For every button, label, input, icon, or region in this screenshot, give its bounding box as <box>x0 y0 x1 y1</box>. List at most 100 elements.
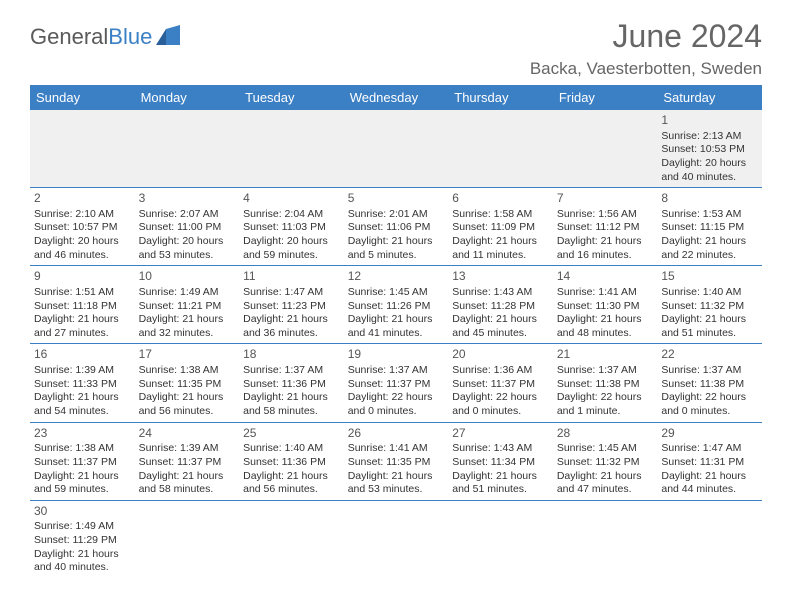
day-number: 26 <box>348 426 445 442</box>
day-number: 22 <box>661 347 758 363</box>
day-header: Friday <box>553 85 658 110</box>
day-cell: 5Sunrise: 2:01 AMSunset: 11:06 PMDayligh… <box>344 188 449 266</box>
location: Backa, Vaesterbotten, Sweden <box>530 59 762 79</box>
day-cell: 9Sunrise: 1:51 AMSunset: 11:18 PMDayligh… <box>30 266 135 344</box>
sunrise-text: Sunrise: 1:45 AM <box>557 442 654 456</box>
daylight-text: Daylight: 21 hours <box>34 470 131 484</box>
header: GeneralBlue June 2024 Backa, Vaesterbott… <box>30 18 762 79</box>
logo: GeneralBlue <box>30 24 184 50</box>
sunrise-text: Sunrise: 2:04 AM <box>243 208 340 222</box>
day-number: 6 <box>452 191 549 207</box>
sunrise-text: Sunrise: 1:41 AM <box>557 286 654 300</box>
day-number: 17 <box>139 347 236 363</box>
sunrise-text: Sunrise: 1:39 AM <box>139 442 236 456</box>
daylight-text: Daylight: 21 hours <box>452 470 549 484</box>
daylight-text: Daylight: 21 hours <box>139 391 236 405</box>
sunrise-text: Sunrise: 1:56 AM <box>557 208 654 222</box>
daylight-text: Daylight: 21 hours <box>34 391 131 405</box>
month-title: June 2024 <box>530 18 762 55</box>
daylight-text: and 36 minutes. <box>243 327 340 341</box>
day-cell: 11Sunrise: 1:47 AMSunset: 11:23 PMDaylig… <box>239 266 344 344</box>
day-cell <box>239 110 344 188</box>
day-number: 27 <box>452 426 549 442</box>
day-number: 9 <box>34 269 131 285</box>
daylight-text: Daylight: 21 hours <box>34 313 131 327</box>
day-number: 20 <box>452 347 549 363</box>
daylight-text: and 16 minutes. <box>557 249 654 263</box>
sunset-text: Sunset: 11:00 PM <box>139 221 236 235</box>
daylight-text: and 1 minute. <box>557 405 654 419</box>
sunset-text: Sunset: 11:36 PM <box>243 378 340 392</box>
day-cell: 8Sunrise: 1:53 AMSunset: 11:15 PMDayligh… <box>657 188 762 266</box>
calendar-table: Sunday Monday Tuesday Wednesday Thursday… <box>30 85 762 578</box>
day-number: 16 <box>34 347 131 363</box>
daylight-text: and 51 minutes. <box>661 327 758 341</box>
day-cell: 23Sunrise: 1:38 AMSunset: 11:37 PMDaylig… <box>30 422 135 500</box>
day-cell: 19Sunrise: 1:37 AMSunset: 11:37 PMDaylig… <box>344 344 449 422</box>
day-cell <box>344 500 449 578</box>
calendar-body: 1Sunrise: 2:13 AMSunset: 10:53 PMDayligh… <box>30 110 762 578</box>
logo-mark-icon <box>156 25 184 50</box>
daylight-text: and 48 minutes. <box>557 327 654 341</box>
daylight-text: and 5 minutes. <box>348 249 445 263</box>
day-cell: 1Sunrise: 2:13 AMSunset: 10:53 PMDayligh… <box>657 110 762 188</box>
sunset-text: Sunset: 11:33 PM <box>34 378 131 392</box>
sunrise-text: Sunrise: 1:39 AM <box>34 364 131 378</box>
day-header: Thursday <box>448 85 553 110</box>
sunset-text: Sunset: 11:31 PM <box>661 456 758 470</box>
sunrise-text: Sunrise: 1:40 AM <box>661 286 758 300</box>
sunset-text: Sunset: 10:57 PM <box>34 221 131 235</box>
daylight-text: and 58 minutes. <box>243 405 340 419</box>
daylight-text: and 54 minutes. <box>34 405 131 419</box>
day-number: 30 <box>34 504 131 520</box>
sunrise-text: Sunrise: 2:13 AM <box>661 130 758 144</box>
daylight-text: Daylight: 21 hours <box>34 548 131 562</box>
day-cell: 20Sunrise: 1:36 AMSunset: 11:37 PMDaylig… <box>448 344 553 422</box>
daylight-text: Daylight: 21 hours <box>452 235 549 249</box>
sunset-text: Sunset: 11:32 PM <box>661 300 758 314</box>
sunset-text: Sunset: 11:18 PM <box>34 300 131 314</box>
sunrise-text: Sunrise: 1:45 AM <box>348 286 445 300</box>
week-row: 2Sunrise: 2:10 AMSunset: 10:57 PMDayligh… <box>30 188 762 266</box>
daylight-text: and 46 minutes. <box>34 249 131 263</box>
sunset-text: Sunset: 11:34 PM <box>452 456 549 470</box>
day-cell <box>239 500 344 578</box>
daylight-text: and 58 minutes. <box>139 483 236 497</box>
sunset-text: Sunset: 11:37 PM <box>452 378 549 392</box>
sunset-text: Sunset: 11:37 PM <box>34 456 131 470</box>
daylight-text: Daylight: 20 hours <box>661 157 758 171</box>
day-number: 25 <box>243 426 340 442</box>
day-cell <box>553 500 658 578</box>
daylight-text: Daylight: 20 hours <box>34 235 131 249</box>
day-cell: 22Sunrise: 1:37 AMSunset: 11:38 PMDaylig… <box>657 344 762 422</box>
day-cell: 10Sunrise: 1:49 AMSunset: 11:21 PMDaylig… <box>135 266 240 344</box>
daylight-text: Daylight: 21 hours <box>139 470 236 484</box>
sunrise-text: Sunrise: 1:47 AM <box>661 442 758 456</box>
daylight-text: Daylight: 22 hours <box>348 391 445 405</box>
daylight-text: Daylight: 21 hours <box>243 391 340 405</box>
daylight-text: and 11 minutes. <box>452 249 549 263</box>
day-cell: 7Sunrise: 1:56 AMSunset: 11:12 PMDayligh… <box>553 188 658 266</box>
daylight-text: Daylight: 20 hours <box>243 235 340 249</box>
day-header: Tuesday <box>239 85 344 110</box>
sunrise-text: Sunrise: 1:37 AM <box>557 364 654 378</box>
daylight-text: and 45 minutes. <box>452 327 549 341</box>
day-cell: 18Sunrise: 1:37 AMSunset: 11:36 PMDaylig… <box>239 344 344 422</box>
daylight-text: and 56 minutes. <box>243 483 340 497</box>
week-row: 30Sunrise: 1:49 AMSunset: 11:29 PMDaylig… <box>30 500 762 578</box>
day-number: 29 <box>661 426 758 442</box>
day-cell: 14Sunrise: 1:41 AMSunset: 11:30 PMDaylig… <box>553 266 658 344</box>
sunset-text: Sunset: 11:15 PM <box>661 221 758 235</box>
day-number: 28 <box>557 426 654 442</box>
sunset-text: Sunset: 11:38 PM <box>661 378 758 392</box>
sunrise-text: Sunrise: 1:37 AM <box>243 364 340 378</box>
day-number: 1 <box>661 113 758 129</box>
day-cell: 17Sunrise: 1:38 AMSunset: 11:35 PMDaylig… <box>135 344 240 422</box>
sunset-text: Sunset: 11:38 PM <box>557 378 654 392</box>
daylight-text: Daylight: 21 hours <box>348 235 445 249</box>
sunset-text: Sunset: 10:53 PM <box>661 143 758 157</box>
daylight-text: and 51 minutes. <box>452 483 549 497</box>
day-cell: 24Sunrise: 1:39 AMSunset: 11:37 PMDaylig… <box>135 422 240 500</box>
sunrise-text: Sunrise: 1:38 AM <box>139 364 236 378</box>
daylight-text: and 40 minutes. <box>34 561 131 575</box>
